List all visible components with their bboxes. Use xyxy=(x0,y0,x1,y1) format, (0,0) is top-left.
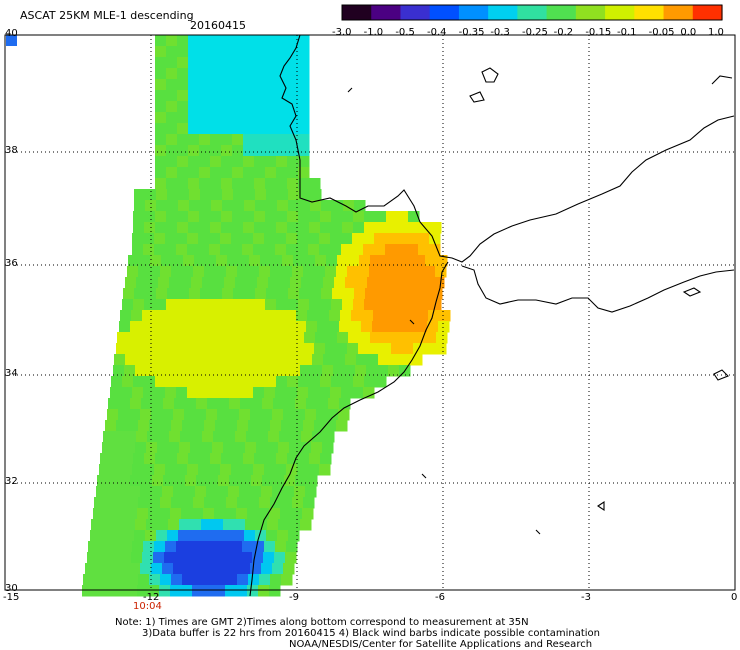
colorbar-tick-label: -0.3 xyxy=(490,27,510,38)
data-swath xyxy=(6,35,451,597)
longitude-tick-label: -6 xyxy=(435,592,445,603)
longitude-tick-label: 0 xyxy=(731,592,738,603)
colorbar xyxy=(341,4,723,21)
longitude-tick-label: -15 xyxy=(3,592,20,603)
note-line-1: Note: 1) Times are GMT 2)Times along bot… xyxy=(115,617,529,628)
colorbar-swatch xyxy=(400,5,431,20)
pass-time-label: 10:04 xyxy=(133,601,162,612)
colorbar-tick-label: -0.4 xyxy=(427,27,447,38)
map-frame xyxy=(4,34,736,591)
colorbar-tick-label: -0.1 xyxy=(617,27,637,38)
colorbar-swatch xyxy=(517,5,548,20)
latitude-tick-label: 32 xyxy=(5,476,18,487)
latitude-tick-label: 38 xyxy=(5,145,18,156)
colorbar-swatch xyxy=(488,5,518,20)
colorbar-swatch xyxy=(575,5,606,20)
latitude-tick-label: 34 xyxy=(5,368,18,379)
colorbar-tick-label: -0.35 xyxy=(458,27,485,38)
colorbar-tick-label: -0.15 xyxy=(585,27,612,38)
colorbar-tick-label: -3.0 xyxy=(332,27,352,38)
note-line-3: NOAA/NESDIS/Center for Satellite Applica… xyxy=(289,639,593,650)
lat-lon-grid xyxy=(5,35,735,590)
product-date: 20160415 xyxy=(190,19,246,32)
colorbar-tick-label: -0.2 xyxy=(553,27,574,38)
note-line-2: 3)Data buffer is 22 hrs from 20160415 4)… xyxy=(142,628,600,639)
product-title: ASCAT 25KM MLE-1 descending xyxy=(20,9,194,22)
colorbar-swatch xyxy=(371,5,402,20)
latitude-tick-label: 30 xyxy=(5,583,18,594)
longitude-tick-label: -12 xyxy=(143,592,160,603)
colorbar-swatch xyxy=(546,5,577,20)
colorbar-swatch xyxy=(342,5,372,20)
latitude-tick-label: 36 xyxy=(5,258,18,269)
colorbar-tick-label: 0.0 xyxy=(680,27,697,38)
colorbar-swatch xyxy=(605,5,635,20)
colorbar-tick-label: -1.0 xyxy=(363,27,384,38)
colorbar-swatch xyxy=(429,5,460,20)
colorbar-tick-label: -0.25 xyxy=(522,27,548,38)
latitude-tick-label: 40 xyxy=(5,28,18,39)
colorbar-tick-label: -0.5 xyxy=(395,27,415,38)
colorbar-swatch xyxy=(663,5,694,20)
longitude-tick-label: -3 xyxy=(581,592,591,603)
colorbar-swatch xyxy=(634,5,665,20)
colorbar-tick-label: -0.05 xyxy=(648,27,675,38)
colorbar-swatch xyxy=(692,5,723,20)
colorbar-swatch xyxy=(458,5,489,20)
coastline xyxy=(249,34,735,597)
colorbar-tick-label: 1.0 xyxy=(708,27,724,38)
longitude-tick-label: -9 xyxy=(289,592,299,603)
